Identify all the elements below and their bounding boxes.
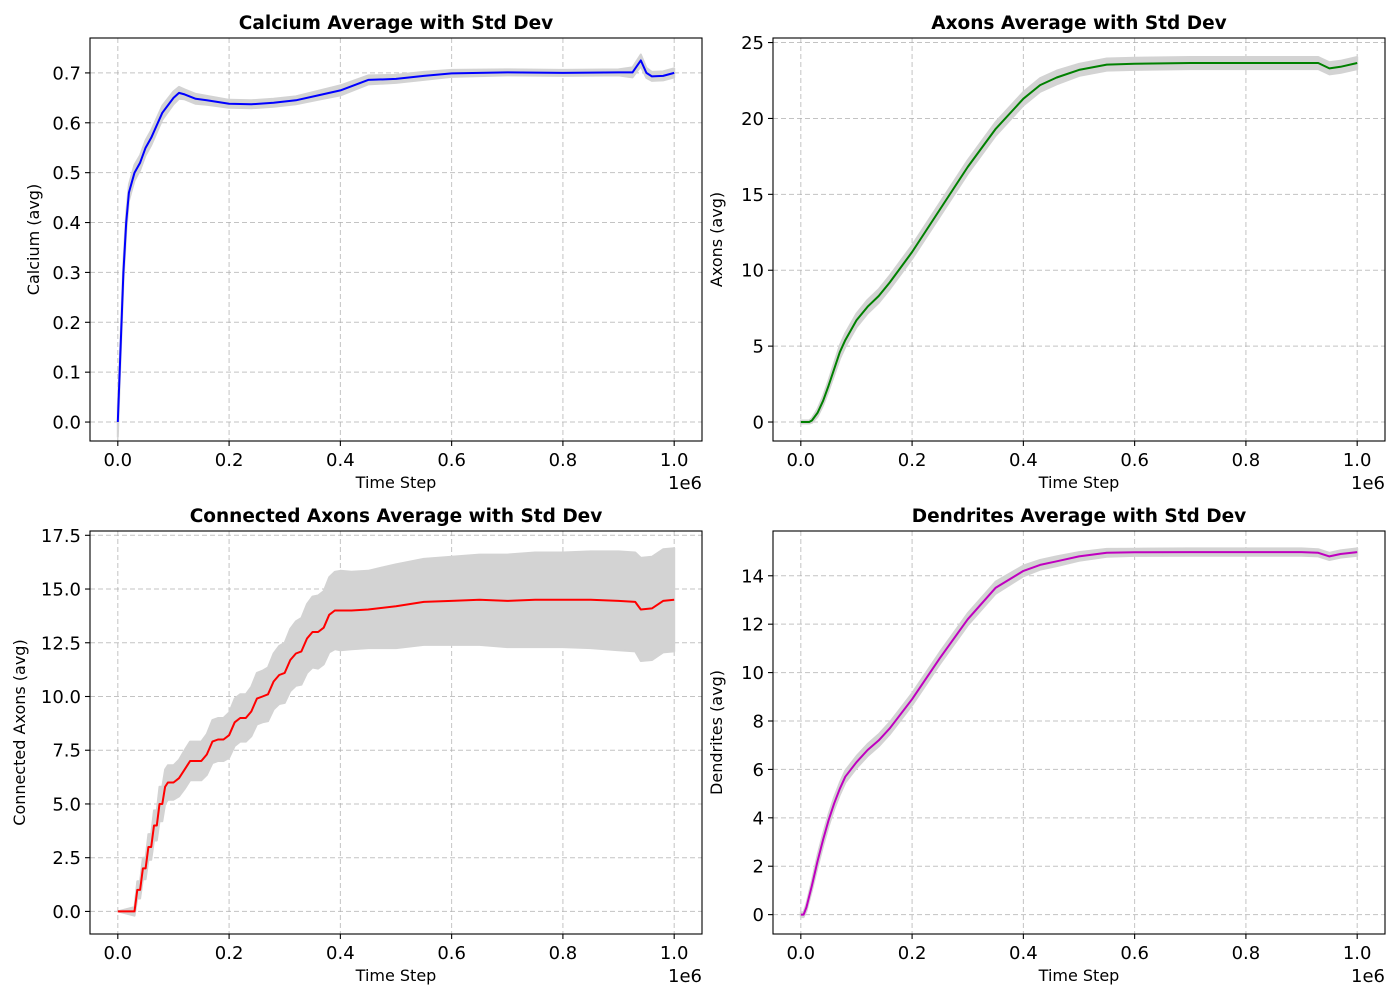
axons-x-tick-label: 0.8 xyxy=(1232,450,1261,471)
dendrites-chart-title: Dendrites Average with Std Dev xyxy=(912,506,1246,527)
dendrites-x-tick-label: 0.2 xyxy=(898,943,927,964)
axons-y-tick-label: 0 xyxy=(753,413,764,434)
calcium-plot-frame xyxy=(89,37,703,442)
dendrites-y-tick-label: 2 xyxy=(753,857,764,878)
dendrites-x-tick-label: 0.6 xyxy=(1120,943,1149,964)
axons-y-tick-label: 20 xyxy=(741,109,764,130)
dendrites-y-tick-label: 6 xyxy=(753,760,764,781)
axons-x-tick-label: 0.0 xyxy=(786,450,815,471)
calcium-y-tick-label: 0.7 xyxy=(52,63,81,84)
calcium-std-band xyxy=(116,53,676,438)
connected-axons-chart: 0.0 0.2 0.4 0.6 0.8 1.0 0.0 2.5 5.0 7.5 10.0 12.5 15… xyxy=(10,506,703,987)
connected-axons-y-axis-label: Connected Axons (avg) xyxy=(10,639,29,825)
calcium-x-offset-label: 1e6 xyxy=(668,473,702,494)
dendrites-y-tick-label: 0 xyxy=(753,905,764,926)
connected-axons-plot-frame xyxy=(89,530,703,935)
axons-x-offset-label: 1e6 xyxy=(1351,473,1385,494)
axons-x-tick-label: 1.0 xyxy=(1343,450,1372,471)
calcium-y-tick-label: 0.3 xyxy=(52,263,81,284)
connected-axons-x-tick-label: 0.2 xyxy=(215,943,244,964)
axons-x-tick-label: 0.4 xyxy=(1009,450,1038,471)
connected-axons-y-tick-label: 0.0 xyxy=(52,902,81,923)
calcium-y-tick-label: 0.0 xyxy=(52,413,81,434)
dendrites-y-tick-label: 10 xyxy=(741,663,764,684)
axons-average-line xyxy=(800,62,1358,423)
connected-axons-x-tick-label: 0.0 xyxy=(103,943,132,964)
calcium-y-tick-label: 0.1 xyxy=(52,363,81,384)
connected-axons-x-tick-label: 0.8 xyxy=(549,943,578,964)
dendrites-x-tick-label: 0.4 xyxy=(1009,943,1038,964)
axons-x-tick-label: 0.2 xyxy=(898,450,927,471)
calcium-x-tick-label: 0.0 xyxy=(103,450,132,471)
axons-plot-frame xyxy=(772,37,1386,442)
calcium-y-tick-label: 0.4 xyxy=(52,213,81,234)
calcium-y-tick-label: 0.6 xyxy=(52,113,81,134)
connected-axons-x-offset-label: 1e6 xyxy=(668,966,702,987)
connected-axons-y-tick-label: 7.5 xyxy=(52,741,81,762)
dendrites-x-tick-label: 1.0 xyxy=(1343,943,1372,964)
dendrites-x-axis-label: Time Step xyxy=(1038,966,1120,985)
axons-chart: 0.0 0.2 0.4 0.6 0.8 1.0 0 5 10 15 20 25 1e6 Axons Ave… xyxy=(707,13,1386,494)
connected-axons-y-tick-label: 17.5 xyxy=(41,526,81,547)
connected-axons-std-band xyxy=(116,547,676,917)
axons-x-tick-label: 0.6 xyxy=(1120,450,1149,471)
calcium-x-tick-label: 0.2 xyxy=(215,450,244,471)
calcium-x-tick-label: 0.6 xyxy=(437,450,466,471)
dendrites-average-line xyxy=(800,551,1358,916)
connected-axons-y-tick-label: 12.5 xyxy=(41,633,81,654)
dendrites-chart: 0.0 0.2 0.4 0.6 0.8 1.0 0 2 4 6 8 10 12 14 1e6 Dendrite… xyxy=(707,506,1386,987)
axons-y-tick-label: 10 xyxy=(741,261,764,282)
dendrites-x-tick-label: 0.0 xyxy=(786,943,815,964)
calcium-chart-title: Calcium Average with Std Dev xyxy=(239,13,553,34)
calcium-y-tick-label: 0.5 xyxy=(52,163,81,184)
dendrites-y-tick-label: 14 xyxy=(741,566,764,587)
calcium-chart: 0.0 0.2 0.4 0.6 0.8 1.0 0.0 0.1 0.2 0.3 0.4 0.5 0.6 0… xyxy=(24,13,703,494)
connected-axons-y-tick-label: 15.0 xyxy=(41,580,81,601)
axons-chart-title: Axons Average with Std Dev xyxy=(931,13,1226,34)
connected-axons-x-tick-label: 0.4 xyxy=(326,943,355,964)
dendrites-y-tick-label: 4 xyxy=(753,808,764,829)
connected-axons-x-tick-label: 0.6 xyxy=(437,943,466,964)
axons-x-axis-label: Time Step xyxy=(1038,473,1120,492)
axons-y-tick-label: 15 xyxy=(741,185,764,206)
calcium-y-tick-label: 0.2 xyxy=(52,313,81,334)
calcium-average-line xyxy=(116,59,675,423)
axons-y-tick-label: 25 xyxy=(741,33,764,54)
dendrites-plot-frame xyxy=(772,530,1386,935)
dendrites-x-tick-label: 0.8 xyxy=(1232,943,1261,964)
dendrites-y-tick-label: 12 xyxy=(741,615,764,636)
connected-axons-chart-title: Connected Axons Average with Std Dev xyxy=(190,506,603,527)
connected-axons-y-tick-label: 10.0 xyxy=(41,687,81,708)
axons-std-band xyxy=(799,56,1359,425)
connected-axons-x-axis-label: Time Step xyxy=(355,966,437,985)
axons-y-axis-label: Axons (avg) xyxy=(707,192,726,287)
calcium-y-axis-label: Calcium (avg) xyxy=(24,184,43,295)
calcium-x-axis-label: Time Step xyxy=(355,473,437,492)
dendrites-y-axis-label: Dendrites (avg) xyxy=(707,670,726,795)
connected-axons-average-line xyxy=(117,598,675,913)
connected-axons-y-tick-label: 5.0 xyxy=(52,794,81,815)
axons-y-tick-label: 5 xyxy=(753,337,764,358)
dendrites-x-offset-label: 1e6 xyxy=(1351,966,1385,987)
calcium-x-tick-label: 1.0 xyxy=(660,450,689,471)
connected-axons-x-tick-label: 1.0 xyxy=(660,943,689,964)
calcium-x-tick-label: 0.8 xyxy=(549,450,578,471)
dendrites-std-band xyxy=(799,547,1359,919)
calcium-x-tick-label: 0.4 xyxy=(326,450,355,471)
connected-axons-y-tick-label: 2.5 xyxy=(52,848,81,869)
dendrites-y-tick-label: 8 xyxy=(753,712,764,733)
